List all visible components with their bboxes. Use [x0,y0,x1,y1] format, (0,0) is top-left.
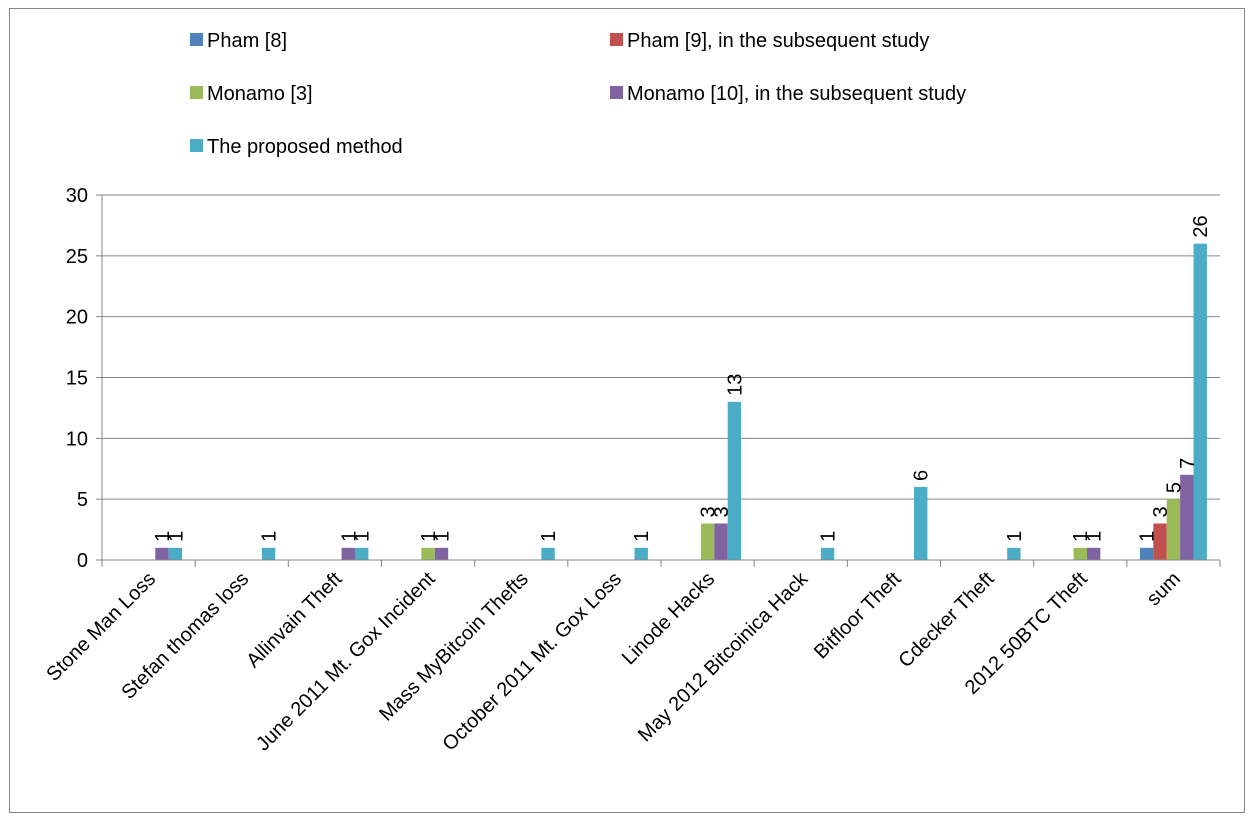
data-label: 26 [1190,215,1212,237]
x-tick-label: May 2012 Bitcoinica Hack [634,567,813,746]
bar [820,547,835,560]
legend-label: Monamo [3] [207,83,313,105]
x-tick-label: Cdecker Theft [894,568,998,672]
bar [1086,547,1101,560]
bar [541,547,555,560]
x-tick-label: June 2011 Mt. Gox Incident [252,568,440,756]
data-label: 1 [165,531,187,542]
chart-frame [9,8,1245,813]
y-tick-label: 5 [77,489,88,511]
bar [1166,499,1181,560]
x-tick-label: Linode Hacks [618,568,719,669]
data-label: 1 [631,531,653,542]
bar [1153,523,1167,560]
data-label: 1 [152,531,174,542]
data-label: 1 [418,531,440,542]
bar [634,547,648,560]
legend-swatch [610,33,623,46]
data-label: 1 [1004,531,1026,542]
legend-swatch [190,86,203,99]
legend-label: Pham [8] [207,30,287,52]
data-label: 1 [1070,531,1092,542]
data-label: 1 [259,531,281,542]
data-label: 7 [1177,458,1199,469]
legend-label: Monamo [10], in the subsequent study [627,83,966,105]
data-label: 1 [352,531,374,542]
bar [341,547,356,560]
legend: Pham [8] Pham [9], in the subsequent stud… [190,30,966,158]
x-tick-label: Mass MyBitcoin Thefts [375,568,533,726]
data-label: 1 [338,531,360,542]
legend-swatch [190,33,203,46]
y-tick-label: 30 [66,185,88,207]
x-tick-label: sum [1143,568,1185,610]
bar [434,547,449,560]
legend-swatch [610,86,623,99]
bar [1193,243,1207,560]
bar [155,547,169,560]
data-label: 1 [538,531,560,542]
data-label: 6 [911,470,933,481]
data-label: 1 [818,531,840,542]
data-label: 3 [1150,506,1172,517]
bars [155,243,1207,560]
bar [168,547,183,560]
bar [914,487,928,560]
legend-label: The proposed method [207,136,403,158]
legend-label: Pham [9], in the subsequent study [627,30,929,52]
bar [1139,547,1154,560]
y-tick-label: 15 [66,368,88,390]
y-tick-label: 20 [66,307,88,329]
x-tick-label: October 2011 Mt. Gox Loss [439,568,626,755]
bar [1073,547,1087,560]
y-tick-label: 0 [77,550,88,572]
bar [261,547,276,560]
bar [714,523,728,560]
bar [421,547,435,560]
data-label: 1 [1084,531,1106,542]
x-tick-label: Allinvain Theft [242,568,346,672]
y-tick-label: 10 [66,428,88,450]
y-tick-label: 25 [66,246,88,268]
data-label: 3 [698,506,720,517]
bar [1180,474,1194,560]
data-label: 1 [431,531,453,542]
gridlines [102,194,1220,500]
bar [355,547,369,560]
bar [727,401,742,560]
data-label: 1 [1137,531,1159,542]
legend-swatch [190,139,203,152]
data-label: 5 [1163,482,1185,493]
data-label: 3 [711,506,733,517]
data-label: 13 [724,374,746,396]
bar [1007,547,1021,560]
x-tick-label: Bitfloor Theft [810,568,906,664]
bar [700,523,715,560]
